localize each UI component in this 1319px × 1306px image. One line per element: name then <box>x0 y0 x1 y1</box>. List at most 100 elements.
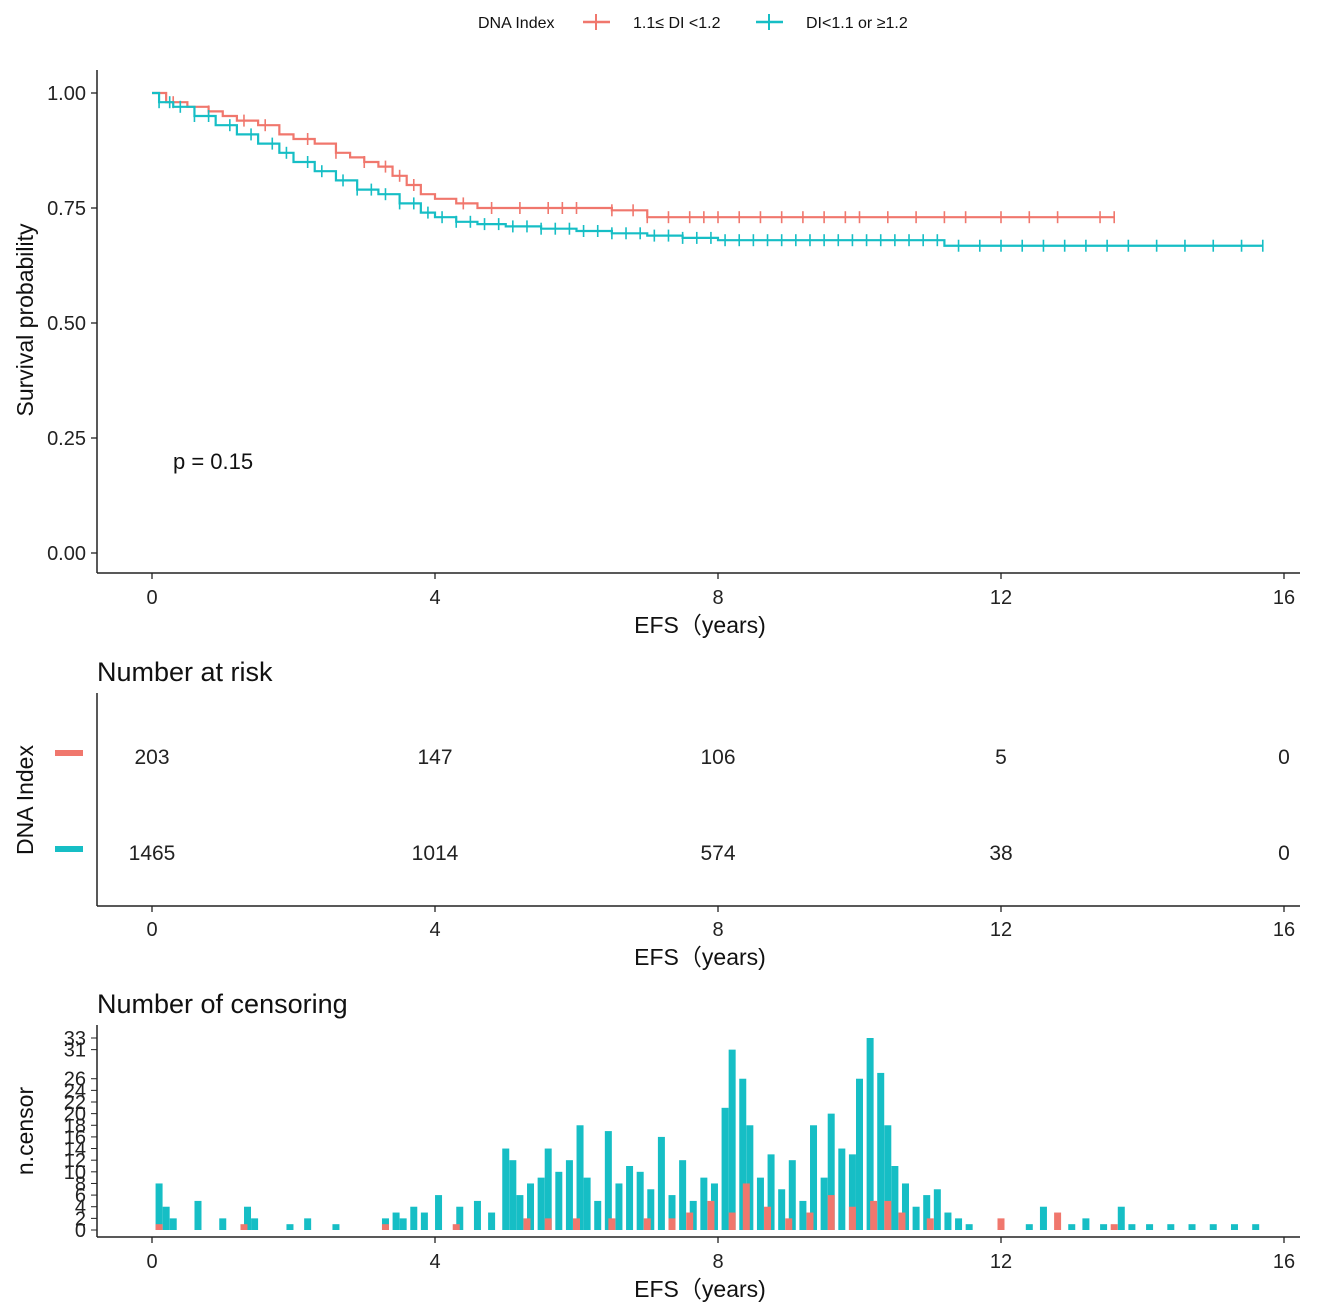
risk-x-ticks: 0 4 8 12 16 <box>146 906 1295 941</box>
censor-bar-series-0 <box>1167 1224 1175 1230</box>
censor-bar-series-0 <box>251 1218 259 1230</box>
censor-bar-series-0 <box>901 1183 909 1230</box>
censor-bar-series-1 <box>452 1224 460 1230</box>
censor-bar-series-0 <box>435 1195 443 1230</box>
censor-bar-series-1 <box>707 1200 715 1230</box>
censor-bar-series-0 <box>576 1125 584 1230</box>
km-curve-series-0 <box>152 91 1115 219</box>
censor-bar-series-0 <box>169 1218 177 1230</box>
risk-cell: 38 <box>989 842 1012 865</box>
censor-bar-series-1 <box>870 1200 878 1230</box>
km-x-tick-label: 4 <box>429 587 440 609</box>
risk-cell: 0 <box>1278 842 1290 865</box>
censor-bar-series-1 <box>381 1224 389 1230</box>
risk-cell: 1014 <box>412 842 459 865</box>
censor-bar-series-0 <box>544 1148 552 1230</box>
risk-x-tick-label: 8 <box>712 919 723 941</box>
risk-y-axis-title: DNA Index <box>12 745 38 855</box>
censor-bar-series-0 <box>1039 1206 1047 1230</box>
censor-title: Number of censoring <box>97 989 348 1019</box>
censor-bar-series-0 <box>965 1224 973 1230</box>
risk-table-panel: Number at risk 203 147 106 5 0 1465 1014 574 38 0… <box>12 657 1300 970</box>
censor-bar-series-0 <box>604 1131 612 1230</box>
censor-bar-series-0 <box>162 1206 170 1230</box>
censor-bar-series-0 <box>848 1154 856 1230</box>
km-y-tick-label: 1.00 <box>47 83 86 105</box>
censor-bar-series-0 <box>721 1107 729 1230</box>
censor-bar-series-0 <box>799 1200 807 1230</box>
censor-x-tick-label: 12 <box>990 1251 1012 1273</box>
censor-bar-series-0 <box>626 1166 634 1230</box>
censor-bar-series-0 <box>955 1218 963 1230</box>
km-x-tick-label: 8 <box>712 587 723 609</box>
risk-x-tick-label: 0 <box>146 919 157 941</box>
censor-y-tick-label: 31 <box>64 1040 86 1062</box>
risk-cell: 147 <box>417 746 452 769</box>
censor-bar-series-1 <box>926 1218 934 1230</box>
legend-label-red: 1.1≤ DI <1.2 <box>633 15 721 32</box>
km-x-tick-label: 0 <box>146 587 157 609</box>
censor-y-tick-label: 0 <box>75 1220 86 1242</box>
censor-bar-series-0 <box>810 1125 818 1230</box>
risk-group-key-teal <box>55 846 83 852</box>
censor-bar-series-0 <box>1209 1224 1217 1230</box>
censor-x-tick-label: 0 <box>146 1251 157 1273</box>
legend-label-teal: DI<1.1 or ≥1.2 <box>806 15 908 32</box>
censor-bar-series-1 <box>1110 1224 1118 1230</box>
censor-bar-series-0 <box>420 1212 428 1230</box>
censor-bar-series-0 <box>527 1183 535 1230</box>
censor-bar-series-1 <box>155 1224 163 1230</box>
censor-y-tick-label: 22 <box>64 1092 86 1114</box>
km-panel: 0.00 0.25 0.50 0.75 1.00 0 4 8 12 16 p = 0.15 EF… <box>12 70 1300 638</box>
risk-table-title: Number at risk <box>97 657 273 687</box>
censor-bar-series-0 <box>565 1160 573 1230</box>
km-x-axis-title: EFS（years) <box>634 612 766 638</box>
censor-bar-series-1 <box>827 1195 835 1230</box>
censor-bar-series-0 <box>332 1224 340 1230</box>
censor-bar-series-0 <box>728 1049 736 1230</box>
risk-cell: 574 <box>700 842 735 865</box>
censor-bar-series-1 <box>806 1212 814 1230</box>
censor-bar-series-0 <box>286 1224 294 1230</box>
censor-bar-series-0 <box>923 1195 931 1230</box>
censor-y-tick-label: 16 <box>64 1127 86 1149</box>
censor-bar-series-1 <box>240 1224 248 1230</box>
censor-bar-series-0 <box>838 1148 846 1230</box>
censor-bar-series-1 <box>848 1206 856 1230</box>
censor-x-axis-title: EFS（years) <box>634 1276 766 1302</box>
risk-cells: 203 147 106 5 0 1465 1014 574 38 0 <box>129 746 1290 865</box>
censor-bar-series-0 <box>657 1136 665 1230</box>
censor-bar-series-1 <box>643 1218 651 1230</box>
censor-bar-series-1 <box>898 1212 906 1230</box>
censor-bar-series-1 <box>997 1218 1005 1230</box>
censor-bar-series-0 <box>679 1160 687 1230</box>
censor-bar-series-0 <box>820 1177 828 1230</box>
censor-bars <box>155 1038 1260 1230</box>
km-y-tick-label: 0.00 <box>47 543 86 565</box>
censor-y-tick-label: 33 <box>64 1028 86 1050</box>
censor-panel: Number of censoring 02468101214161820222… <box>12 989 1300 1302</box>
censor-bar-series-0 <box>509 1160 517 1230</box>
censor-y-tick-label: 2 <box>75 1208 86 1230</box>
censor-bar-series-0 <box>516 1195 524 1230</box>
censor-y-tick-label: 18 <box>64 1115 86 1137</box>
censor-bar-series-0 <box>456 1206 464 1230</box>
censor-y-tick-label: 26 <box>64 1069 86 1091</box>
risk-x-tick-label: 16 <box>1273 919 1295 941</box>
censor-bar-series-0 <box>555 1171 563 1230</box>
censor-bar-series-0 <box>194 1200 202 1230</box>
censor-bar-series-0 <box>944 1212 952 1230</box>
p-value-annotation: p = 0.15 <box>173 449 253 474</box>
censor-x-ticks: 0 4 8 12 16 <box>146 1237 1295 1273</box>
censor-bar-series-0 <box>866 1038 874 1230</box>
censor-bar-series-0 <box>537 1177 545 1230</box>
censor-bar-series-1 <box>523 1218 531 1230</box>
risk-cell: 106 <box>700 746 735 769</box>
km-curve-series-1 <box>152 91 1263 247</box>
censor-bar-series-0 <box>155 1183 163 1230</box>
censor-bar-series-0 <box>647 1189 655 1230</box>
censor-bar-series-1 <box>742 1183 750 1230</box>
censor-bar-series-1 <box>544 1218 552 1230</box>
